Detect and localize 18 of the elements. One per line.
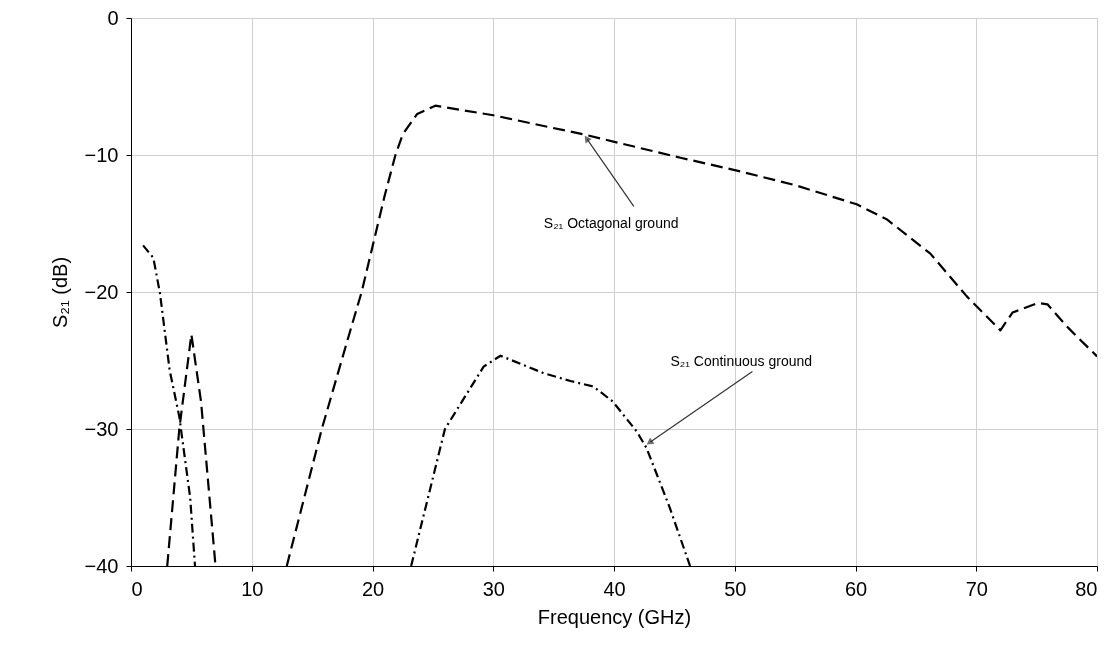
y-tick-label: −10: [84, 143, 119, 166]
x-tick-label: 60: [844, 577, 868, 600]
x-tick-label: 10: [241, 577, 264, 600]
x-tick-label: 0: [131, 577, 143, 600]
x-tick-label: 30: [482, 577, 505, 600]
y-axis-title: S₂₁ (dB): [48, 256, 71, 329]
y-tick-label: −30: [84, 417, 119, 440]
annotation: S₂₁ Continuous ground: [670, 353, 813, 370]
x-axis-title: Frequency (GHz): [537, 605, 692, 628]
x-tick-label: 80: [1075, 577, 1098, 600]
x-tick-label: 40: [603, 577, 626, 600]
x-tick-label: 50: [724, 577, 747, 600]
y-tick-label: 0: [107, 6, 119, 29]
y-tick-label: −20: [84, 280, 119, 303]
y-tick-label: −40: [84, 554, 119, 577]
x-tick-label: 20: [361, 577, 385, 600]
annotation: S₂₁ Octagonal ground: [543, 215, 679, 232]
x-tick-label: 70: [965, 577, 988, 600]
